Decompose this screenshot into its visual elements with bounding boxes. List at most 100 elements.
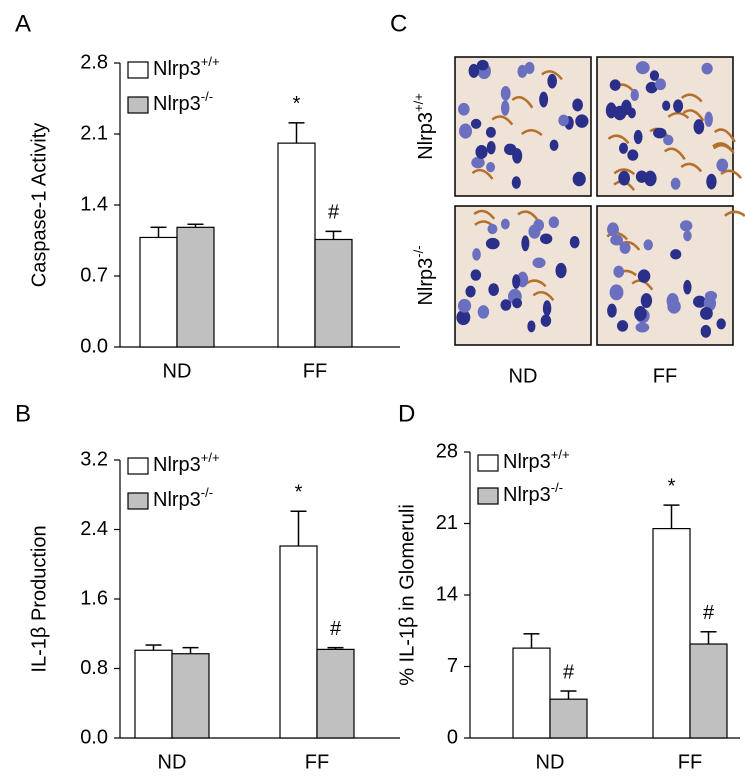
nucleus [500, 299, 512, 311]
stain [712, 144, 735, 154]
legend-label-base: Nlrp3 [153, 489, 201, 511]
bar [316, 648, 355, 739]
nucleus [512, 148, 523, 164]
y-tick-label: 1.6 [80, 587, 108, 609]
nucleus [653, 127, 667, 139]
nucleus [547, 73, 557, 89]
row-label-base: Nlrp3 [415, 112, 437, 160]
error-bar [523, 633, 540, 649]
nucleus [680, 220, 693, 232]
nucleus [511, 176, 521, 189]
legend-label: Nlrp3-/- [153, 485, 213, 511]
nucleus [683, 279, 692, 295]
bar [314, 238, 353, 348]
legend-label: Nlrp3-/- [153, 89, 213, 115]
error-bar [187, 223, 204, 228]
nucleus [635, 322, 650, 333]
nucleus [575, 114, 589, 128]
stain [511, 96, 534, 109]
nucleus [485, 237, 500, 250]
legend-swatch [477, 487, 499, 505]
nucleus [649, 70, 660, 81]
nucleus [706, 173, 717, 190]
stain [724, 210, 745, 217]
y-tick-label: 0.8 [80, 657, 108, 679]
nucleus [670, 249, 682, 260]
nucleus [472, 248, 481, 261]
panel-label: A [15, 10, 31, 37]
nucleus [549, 139, 559, 151]
nucleus [634, 306, 647, 322]
nucleus [635, 61, 650, 75]
y-tick-label: 2.1 [80, 122, 108, 144]
error-bar [327, 646, 344, 650]
y-tick-label: 0.0 [80, 726, 108, 748]
column-label: ND [509, 365, 538, 387]
nucleus [533, 219, 544, 232]
nucleus [607, 303, 617, 318]
legend-label: Nlrp3-/- [503, 480, 563, 506]
significance-mark: * [295, 482, 303, 504]
legend-label: Nlrp3+/+ [153, 450, 220, 476]
nucleus [700, 324, 712, 338]
nucleus [572, 171, 586, 187]
stain [473, 209, 496, 220]
nucleus [485, 126, 496, 138]
nucleus [607, 222, 619, 237]
nucleus [610, 234, 623, 246]
x-tick-label: FF [305, 751, 329, 773]
stain [491, 115, 514, 126]
nucleus [683, 230, 692, 242]
nucleus [693, 295, 707, 308]
nucleus [670, 177, 681, 190]
x-tick-label: ND [163, 360, 192, 382]
legend-swatch [127, 492, 149, 510]
x-tick-label: FF [678, 751, 702, 773]
nucleus [618, 170, 630, 186]
nucleus [663, 134, 674, 146]
y-tick-label: 7 [447, 655, 458, 677]
nucleus [716, 318, 726, 330]
legend-label-base: Nlrp3 [153, 93, 201, 115]
nucleus [470, 118, 482, 129]
bar [139, 236, 178, 348]
bar [652, 528, 691, 739]
legend-label: Nlrp3+/+ [503, 447, 570, 473]
nucleus [618, 142, 629, 154]
stain [713, 128, 736, 143]
stain [663, 147, 686, 160]
nucleus [627, 149, 639, 161]
bar [277, 142, 316, 348]
y-axis-label: IL-1β Production [28, 525, 50, 672]
row-label-sup: -/- [411, 245, 426, 257]
stain [613, 168, 636, 176]
nucleus [569, 235, 580, 249]
nucleus [486, 162, 496, 173]
bar [279, 545, 318, 739]
y-tick-label: 1.4 [80, 193, 108, 215]
nucleus [704, 111, 713, 127]
stain [517, 210, 540, 222]
bar [171, 653, 210, 739]
nucleus [558, 114, 569, 127]
y-axis-label: % IL-1β in Glomeruli [396, 504, 418, 686]
nucleus [500, 85, 511, 101]
nucleus [619, 241, 631, 254]
nucleus [517, 64, 528, 78]
x-tick-label: FF [303, 360, 327, 382]
nucleus [521, 235, 530, 252]
legend-label-base: Nlrp3 [503, 484, 551, 506]
nucleus [630, 88, 639, 102]
nucleus [640, 293, 653, 309]
error-bar [290, 510, 307, 547]
nucleus [609, 284, 624, 301]
y-axis-label: Caspase-1 Activity [28, 123, 50, 288]
nucleus [512, 298, 523, 309]
nucleus [613, 265, 625, 278]
error-bar [560, 690, 577, 700]
nucleus [637, 269, 651, 283]
nucleus [673, 99, 684, 113]
stain [532, 290, 555, 301]
y-tick-label: 3.2 [80, 448, 108, 470]
error-bar [663, 504, 680, 529]
